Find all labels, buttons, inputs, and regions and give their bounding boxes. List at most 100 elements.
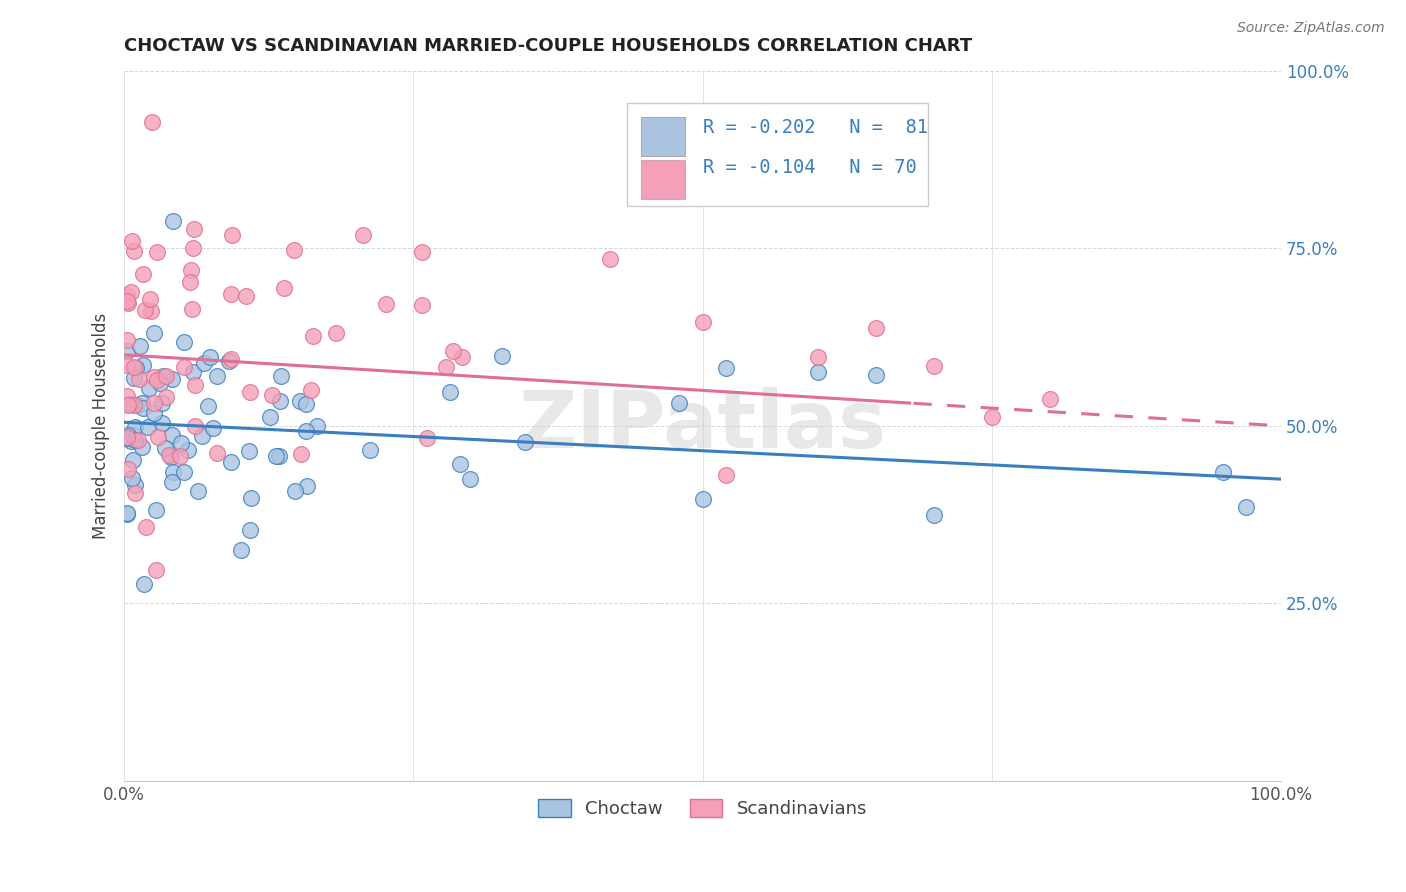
Point (155, 390, 177, 404)
Point (124, 485, 146, 500)
Point (128, 372, 150, 386)
Point (121, 471, 143, 485)
Point (411, 298, 433, 312)
Point (269, 394, 291, 409)
Point (146, 244, 169, 259)
Point (183, 222, 205, 236)
Point (922, 359, 945, 373)
Point (155, 368, 177, 383)
Point (415, 431, 437, 445)
Text: ZIPatlas: ZIPatlas (519, 387, 887, 465)
Point (122, 453, 145, 467)
Point (115, 344, 138, 359)
Point (181, 241, 204, 255)
Point (173, 465, 195, 479)
Point (449, 457, 471, 471)
Point (152, 369, 174, 384)
Point (219, 351, 242, 366)
Point (513, 435, 536, 450)
Point (865, 321, 887, 335)
Point (139, 292, 162, 306)
Point (184, 377, 207, 392)
Point (150, 416, 173, 430)
Point (193, 356, 215, 370)
FancyBboxPatch shape (627, 103, 928, 206)
Point (117, 398, 139, 412)
Point (239, 523, 262, 537)
Point (127, 434, 149, 448)
Point (160, 450, 183, 464)
Point (124, 478, 146, 492)
Point (434, 359, 457, 374)
Point (152, 396, 174, 410)
FancyBboxPatch shape (641, 160, 685, 199)
Point (141, 114, 163, 128)
Point (115, 388, 138, 402)
Point (128, 339, 150, 353)
Point (146, 429, 169, 443)
Point (284, 483, 307, 498)
Point (132, 576, 155, 591)
Point (162, 466, 184, 480)
Point (184, 418, 207, 433)
Point (270, 369, 292, 384)
Point (141, 304, 163, 318)
Point (179, 275, 201, 289)
Text: R = -0.202   N =  81: R = -0.202 N = 81 (703, 119, 928, 137)
Point (352, 228, 374, 243)
Point (132, 401, 155, 415)
Point (865, 368, 887, 383)
Point (288, 393, 311, 408)
Point (143, 406, 166, 420)
Point (264, 449, 287, 463)
Point (122, 359, 145, 374)
Point (187, 483, 209, 498)
Point (124, 420, 146, 434)
Point (160, 428, 183, 442)
Point (290, 447, 312, 461)
Point (117, 507, 139, 521)
Point (155, 441, 177, 455)
Point (299, 384, 322, 398)
Point (173, 335, 195, 350)
Point (170, 435, 193, 450)
Point (302, 328, 325, 343)
Point (132, 267, 155, 281)
Point (162, 214, 184, 228)
Point (117, 428, 139, 442)
Point (240, 491, 263, 505)
Point (125, 361, 148, 376)
Point (157, 448, 180, 462)
Point (143, 370, 166, 384)
Point (922, 508, 945, 523)
Point (117, 294, 139, 309)
Text: CHOCTAW VS SCANDINAVIAN MARRIED-COUPLE HOUSEHOLDS CORRELATION CHART: CHOCTAW VS SCANDINAVIAN MARRIED-COUPLE H… (124, 37, 973, 55)
Point (1039, 392, 1062, 406)
FancyBboxPatch shape (641, 117, 685, 156)
Point (149, 376, 172, 391)
Point (138, 381, 160, 395)
Point (295, 478, 318, 492)
Point (295, 424, 318, 438)
Point (124, 398, 146, 412)
Point (181, 301, 204, 316)
Point (142, 326, 165, 341)
Point (205, 369, 228, 384)
Point (131, 440, 153, 454)
Point (145, 502, 167, 516)
Point (125, 398, 148, 412)
Point (221, 227, 243, 242)
Point (450, 350, 472, 364)
Point (218, 354, 240, 368)
Point (115, 358, 138, 372)
Point (115, 333, 138, 347)
Point (441, 343, 464, 358)
Point (117, 461, 139, 475)
Point (122, 244, 145, 258)
Point (219, 287, 242, 301)
Point (118, 396, 141, 410)
Point (135, 520, 157, 534)
Point (131, 396, 153, 410)
Point (115, 288, 138, 302)
Point (491, 349, 513, 363)
